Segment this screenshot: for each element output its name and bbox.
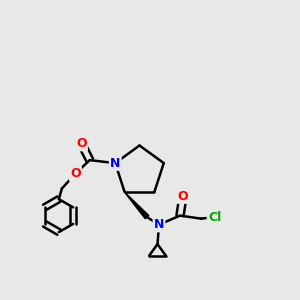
Text: N: N bbox=[154, 218, 164, 231]
Text: O: O bbox=[70, 167, 81, 180]
Text: O: O bbox=[76, 137, 87, 150]
Text: Cl: Cl bbox=[208, 211, 221, 224]
Polygon shape bbox=[124, 192, 149, 219]
Text: N: N bbox=[110, 157, 120, 169]
Text: O: O bbox=[178, 190, 188, 202]
